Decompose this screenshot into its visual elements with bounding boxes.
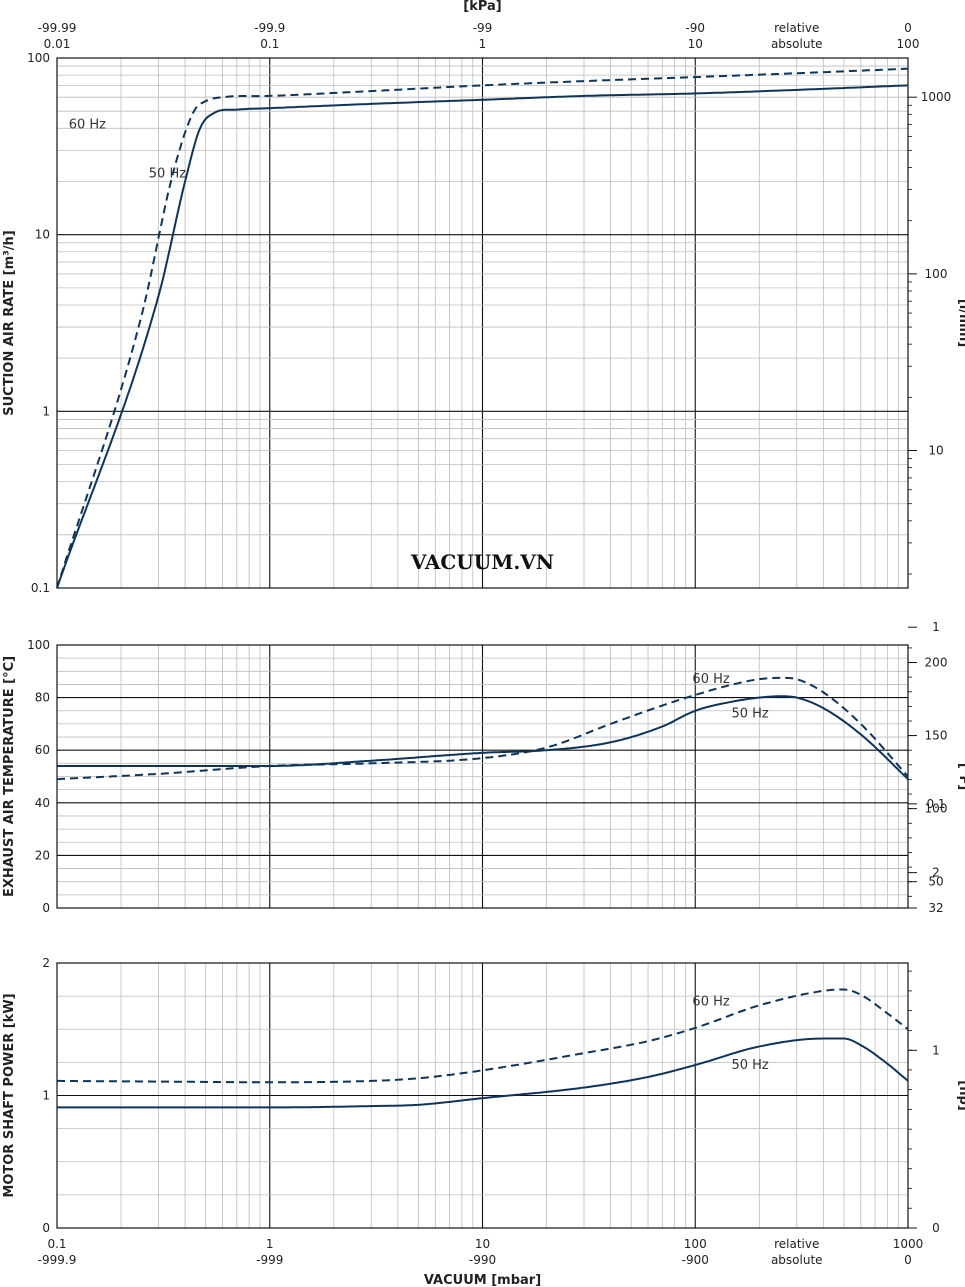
bottom-axis-relative-label: -990 <box>469 1253 496 1267</box>
chart1-y-axis-title: SUCTION AIR RATE [m³/h] <box>2 230 17 416</box>
chart2-series-label: 50 Hz <box>731 706 768 721</box>
chart1-y-tick-label: 100 <box>27 51 50 65</box>
chart3-y-right-tick-label: 2 <box>932 866 940 880</box>
bottom-axis-relative-label: -999.9 <box>38 1253 77 1267</box>
chart1-y-right-tick-label: 100 <box>925 267 948 281</box>
chart2-series-50hz <box>57 695 909 780</box>
top-axis-absolute-label: 0.01 <box>44 37 71 51</box>
bottom-axis-absolute-label: relative <box>774 1237 819 1251</box>
chart3-y-tick-label: 2 <box>42 956 50 970</box>
top-axis-absolute-label: 0.1 <box>260 37 279 51</box>
x-axis-title: VACUUM [mbar] <box>424 1273 541 1287</box>
chart2-y-right-axis-title: [°F] <box>956 763 965 790</box>
bottom-axis-relative-label: absolute <box>771 1253 823 1267</box>
chart2-y-right-tick-label: 100 <box>925 802 948 816</box>
top-axis-absolute-label: 1 <box>479 37 487 51</box>
top-axis-relative-label: 0 <box>904 21 912 35</box>
chart2-series-60hz <box>56 676 909 781</box>
top-axis-relative-label: -99.99 <box>38 21 77 35</box>
bottom-axis-relative-label: -999 <box>256 1253 283 1267</box>
chart3-series-60hz <box>57 988 909 1084</box>
chart1-series-label: 60 Hz <box>69 117 106 132</box>
chart2-y-tick-label: 100 <box>27 638 50 652</box>
chart1-y-right-tick-label: 0.1 <box>926 797 945 811</box>
chart2-series-label: 60 Hz <box>692 672 729 687</box>
bottom-axis-absolute-label: 10 <box>475 1237 490 1251</box>
bottom-axis-absolute-label: 1000 <box>893 1237 924 1251</box>
watermark-text: VACUUM.VN <box>410 550 554 574</box>
chart2-y-right-tick-label: 50 <box>928 875 943 889</box>
chart2-y-right-tick-label: 32 <box>928 901 943 915</box>
chart2-y-axis-title: EXHAUST AIR TEMPERATURE [°C] <box>2 656 17 897</box>
chart3-y-axis-title: MOTOR SHAFT POWER [kW] <box>2 993 17 1197</box>
chart3-y-tick-label: 1 <box>42 1089 50 1103</box>
top-axis-relative-label: -99.9 <box>254 21 285 35</box>
chart2-y-tick-label: 80 <box>35 691 50 705</box>
bottom-axis-absolute-label: 0.1 <box>47 1237 66 1251</box>
chart2-y-right-tick-label: 200 <box>925 656 948 670</box>
chart3-series-label: 60 Hz <box>692 994 729 1009</box>
top-axis-absolute-label: 10 <box>688 37 703 51</box>
chart2-y-tick-label: 0 <box>42 901 50 915</box>
chart3-y-right-tick-label: 1 <box>932 1043 940 1057</box>
chart2-y-tick-label: 60 <box>35 743 50 757</box>
bottom-axis-absolute-label: 1 <box>266 1237 274 1251</box>
top-axis-absolute-label: absolute <box>771 37 823 51</box>
bottom-axis-relative-label: 0 <box>904 1253 912 1267</box>
chart3-series-label: 50 Hz <box>731 1058 768 1073</box>
chart1-y-tick-label: 10 <box>35 228 50 242</box>
chart1-y-right-axis-title: [l/min] <box>956 299 965 347</box>
chart2-y-tick-label: 40 <box>35 796 50 810</box>
bottom-axis-relative-label: -900 <box>682 1253 709 1267</box>
chart1-y-tick-label: 0.1 <box>31 581 50 595</box>
chart1-frame <box>56 57 909 589</box>
top-axis-title: [kPa] <box>463 0 501 14</box>
chart3-frame <box>56 962 909 1229</box>
top-axis-relative-label: -90 <box>685 21 705 35</box>
bottom-axis-absolute-label: 100 <box>684 1237 707 1251</box>
chart2-y-right-tick-label: 150 <box>925 729 948 743</box>
chart1-series-50hz <box>56 84 909 589</box>
chart1-y-right-tick-label: 1000 <box>921 90 952 104</box>
chart1-y-right-tick-label: 1 <box>932 620 940 634</box>
chart1-series-label: 50 Hz <box>149 167 186 182</box>
chart3-y-right-axis-title: [hp] <box>956 1080 965 1110</box>
top-axis-absolute-label: 100 <box>897 37 920 51</box>
chart1-y-tick-label: 1 <box>42 404 50 418</box>
chart3-series-50hz <box>57 1037 909 1109</box>
chart3-y-tick-label: 0 <box>42 1221 50 1235</box>
top-axis-relative-label: relative <box>774 21 819 35</box>
top-axis-relative-label: -99 <box>473 21 493 35</box>
chart1-y-right-tick-label: 10 <box>928 444 943 458</box>
chart3-y-right-tick-label: 0 <box>932 1221 940 1235</box>
chart2-y-tick-label: 20 <box>35 848 50 862</box>
